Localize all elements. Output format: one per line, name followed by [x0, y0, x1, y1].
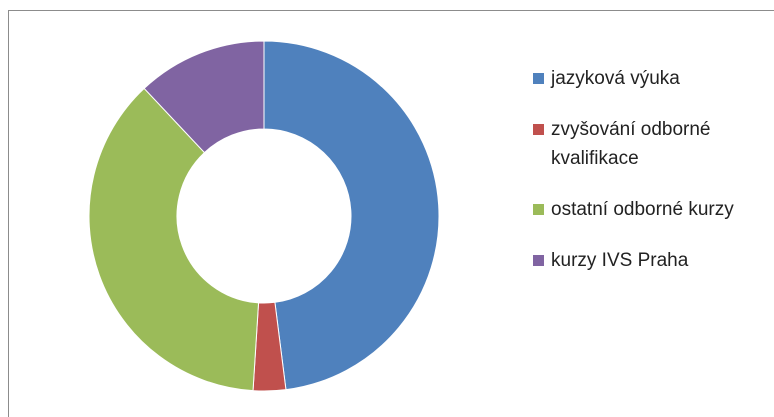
legend-item: zvyšování odborné kvalifikace	[533, 115, 768, 173]
legend-swatch	[533, 255, 544, 266]
chart-border	[8, 10, 774, 417]
donut-segment	[88, 87, 260, 392]
legend-label: kurzy IVS Praha	[551, 250, 689, 271]
legend-label: ostatní odborné kurzy	[551, 199, 734, 220]
legend-label: zvyšování odborné kvalifikace	[551, 119, 711, 169]
legend-swatch	[533, 204, 544, 215]
legend-item: kurzy IVS Praha	[533, 246, 768, 275]
donut-segment	[143, 40, 265, 154]
legend: jazyková výuka zvyšování odborné kvalifik…	[533, 64, 768, 297]
legend-swatch	[533, 124, 544, 135]
donut-segment	[263, 40, 440, 391]
legend-item: jazyková výuka	[533, 64, 768, 93]
legend-swatch	[533, 73, 544, 84]
legend-item: ostatní odborné kurzy	[533, 195, 768, 224]
legend-label: jazyková výuka	[551, 68, 680, 89]
